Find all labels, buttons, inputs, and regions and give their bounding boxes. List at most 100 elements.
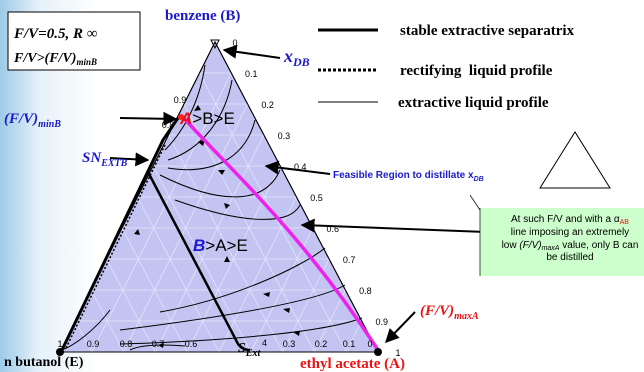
legend-entry: extractive liquid profile xyxy=(398,95,549,111)
text: A xyxy=(179,109,192,128)
subscript: maxA xyxy=(542,245,560,252)
grid-line xyxy=(91,72,232,353)
feasible-label: Feasible Region to distillate xDB xyxy=(333,170,484,183)
right-tick-label: 0.7 xyxy=(343,255,356,265)
subscript: AB xyxy=(620,219,630,226)
text: A xyxy=(389,356,400,372)
subscript: Ext xyxy=(245,348,262,359)
right-tick-label: 0.1 xyxy=(245,69,258,79)
extractive-profiles xyxy=(61,64,363,351)
sn-label: SNEXTB xyxy=(82,150,128,169)
tick-labels: 0 0.1 0.2 0.3 0.4 0.5 0.6 0.7 0.8 0.9 1 1 0.9 0.8 0.7 0… xyxy=(57,38,400,358)
text: (F/V) xyxy=(4,111,38,127)
right-tick-label: 0.5 xyxy=(310,193,323,203)
note-line: line imposing an extremely xyxy=(511,227,629,238)
region-label: A>B>E xyxy=(179,109,235,128)
bottom-tick-label: 0 xyxy=(367,339,372,349)
grid-line xyxy=(121,227,188,353)
right-tick-label: 0.2 xyxy=(261,100,274,110)
triangle-outline xyxy=(59,40,379,353)
note-box xyxy=(480,208,644,276)
text: ) xyxy=(400,356,405,372)
subscript: EXTB xyxy=(100,158,127,169)
left-tick-label: 0.8 xyxy=(162,120,175,130)
bottom-tick-label: 0.3 xyxy=(283,339,296,349)
legend-entry: stable extractive separatrix xyxy=(400,23,575,39)
bottom-tick-label: 0.9 xyxy=(87,339,100,349)
rectifying-profile xyxy=(65,144,166,349)
vertex-e-label: n butanol (E) xyxy=(4,355,84,370)
condition-line1: F/V=0.5, R ∞ xyxy=(13,26,97,42)
vertex-a-label: ethyl acetate (A) xyxy=(300,356,405,372)
grid-line xyxy=(345,320,363,353)
text: S xyxy=(238,341,246,356)
text: (F/V) xyxy=(420,303,454,319)
right-tick-label: 1 xyxy=(395,348,400,358)
text: x xyxy=(283,46,293,66)
subscript: minB xyxy=(38,119,61,130)
separatrix-to-sext xyxy=(146,171,251,352)
text: >B>E xyxy=(192,109,235,128)
grid-line xyxy=(155,134,265,353)
grid xyxy=(75,72,363,353)
subscript: maxA xyxy=(454,311,479,322)
bottom-tick-label: 0.8 xyxy=(120,339,133,349)
right-tick-label: 0 xyxy=(232,38,237,48)
condition-line2: F/V>(F/V)minB xyxy=(13,51,97,67)
grid-line xyxy=(137,196,220,353)
bottom-tick-label: 1 xyxy=(57,339,62,349)
grid-line xyxy=(282,258,330,353)
text: B xyxy=(225,8,235,24)
subscript: DB xyxy=(292,55,310,69)
legend-entry: rectifying liquid profile xyxy=(400,63,553,79)
text: ethyl acetate ( xyxy=(300,356,389,372)
grid-line xyxy=(152,165,252,353)
right-tick-label: 0.3 xyxy=(278,131,291,141)
text: F/V>(F/V) xyxy=(13,51,76,66)
text: B xyxy=(193,236,205,255)
grid-line xyxy=(168,134,283,353)
alpha-line xyxy=(180,114,380,351)
text: ) xyxy=(235,8,240,24)
right-tick-label: 0.9 xyxy=(375,317,388,327)
fvminb-label: (F/V)minB xyxy=(4,111,61,130)
note-line: At such F/V and with a αAB xyxy=(511,214,629,226)
vertex-a xyxy=(374,348,382,356)
right-tick-label: 0.8 xyxy=(359,286,372,296)
vertex-b-label: benzene (B) xyxy=(165,8,240,24)
grid-line xyxy=(183,103,315,353)
text: Feasible Region to distillate x xyxy=(333,170,474,181)
text: benzene ( xyxy=(165,8,225,24)
right-tick-label: 0.6 xyxy=(327,224,340,234)
sext-number: 4 xyxy=(262,338,267,348)
profile-arrows xyxy=(134,105,300,348)
sext-label: SExt xyxy=(238,341,261,359)
right-tick-label: 0.4 xyxy=(294,162,307,172)
condition-box xyxy=(7,11,141,71)
pointer-arrows xyxy=(109,44,513,344)
region-label: B>A>E xyxy=(193,236,248,255)
point xyxy=(178,114,184,120)
text: value, only B can xyxy=(559,240,638,251)
text: low xyxy=(502,240,520,251)
fvmaxa-label: (F/V)maxA xyxy=(420,303,479,322)
icon-triangle xyxy=(539,131,611,189)
text: (F/V) xyxy=(519,240,541,251)
text: At such F/V and with a α xyxy=(511,214,620,225)
bottom-tick-label: 0.7 xyxy=(152,339,165,349)
note-line: low (F/V)maxA value, only B can xyxy=(502,240,639,252)
vertex-b xyxy=(210,39,220,50)
subscript: DB xyxy=(474,176,484,183)
grid-line xyxy=(90,289,124,353)
bottom-tick-label: 0.2 xyxy=(315,339,328,349)
text: >A>E xyxy=(205,236,248,255)
vertex-e xyxy=(56,348,64,356)
bottom-tick-label: 0.6 xyxy=(185,339,198,349)
grid-line xyxy=(106,258,156,353)
text: SN xyxy=(82,150,102,166)
bottom-tick-label: 0.1 xyxy=(343,339,356,349)
note-pointer xyxy=(469,194,481,211)
xdb-label: xDB xyxy=(283,46,310,69)
left-tick-label: 0.9 xyxy=(174,95,187,105)
